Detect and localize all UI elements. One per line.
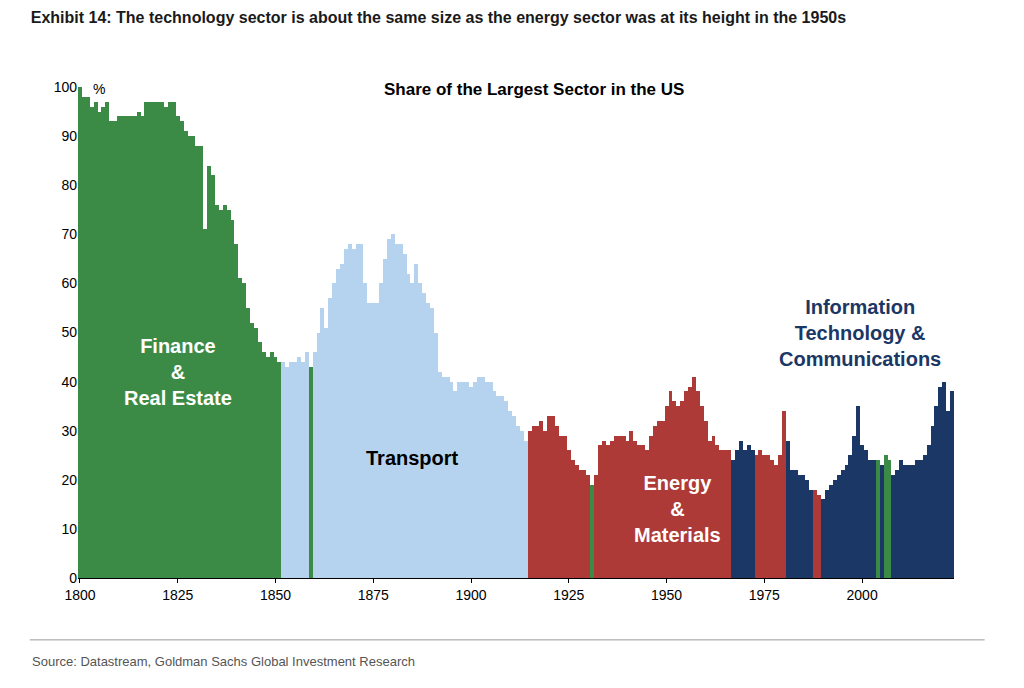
svg-text:0: 0 (69, 570, 77, 586)
svg-text:60: 60 (61, 275, 77, 291)
svg-text:20: 20 (61, 472, 77, 488)
svg-text:40: 40 (61, 374, 77, 390)
svg-text:Exhibit 14: The technology sec: Exhibit 14: The technology sector is abo… (31, 9, 846, 26)
svg-text:70: 70 (61, 226, 77, 242)
svg-text:Share of the Largest Sector in: Share of the Largest Sector in the US (384, 80, 684, 99)
svg-text:30: 30 (61, 423, 77, 439)
svg-text:10: 10 (61, 521, 77, 537)
svg-text:1875: 1875 (358, 587, 389, 603)
svg-text:80: 80 (61, 177, 77, 193)
svg-text:1950: 1950 (651, 587, 682, 603)
svg-text:%: % (93, 81, 105, 97)
svg-text:Energy&Materials: Energy&Materials (634, 472, 721, 546)
svg-text:1800: 1800 (64, 587, 95, 603)
svg-text:Finance&Real Estate: Finance&Real Estate (124, 335, 232, 409)
svg-text:1900: 1900 (455, 587, 486, 603)
svg-text:2000: 2000 (847, 587, 878, 603)
svg-text:1975: 1975 (749, 587, 780, 603)
svg-text:1850: 1850 (260, 587, 291, 603)
svg-text:50: 50 (61, 324, 77, 340)
svg-text:InformationTechnology &Communi: InformationTechnology &Communications (779, 296, 941, 370)
svg-text:Transport: Transport (366, 447, 459, 469)
svg-text:1825: 1825 (162, 587, 193, 603)
svg-text:90: 90 (61, 128, 77, 144)
svg-text:Source: Datastream, Goldman Sa: Source: Datastream, Goldman Sachs Global… (32, 654, 415, 669)
svg-text:1925: 1925 (553, 587, 584, 603)
svg-text:100: 100 (54, 79, 78, 95)
